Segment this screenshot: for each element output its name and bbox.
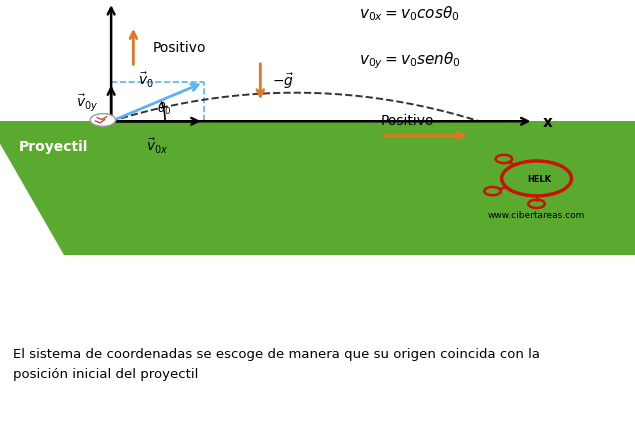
Text: Positivo: Positivo xyxy=(381,113,434,127)
Text: Proyectil: Proyectil xyxy=(19,139,88,153)
Text: $\vec{v}_0$: $\vec{v}_0$ xyxy=(138,71,154,90)
Text: $\vec{v}_{0x}$: $\vec{v}_{0x}$ xyxy=(146,136,168,155)
Text: HELK: HELK xyxy=(528,174,552,184)
Text: www.cibertareas.com: www.cibertareas.com xyxy=(488,210,585,220)
Text: x: x xyxy=(543,115,553,129)
Text: $v_{0y} = v_0sen\theta_0$: $v_{0y} = v_0sen\theta_0$ xyxy=(359,51,461,71)
Text: Positivo: Positivo xyxy=(152,40,206,55)
Text: $\vec{v}_{0y}$: $\vec{v}_{0y}$ xyxy=(76,92,98,113)
Text: $v_{0x} = v_0cos\theta_0$: $v_{0x} = v_0cos\theta_0$ xyxy=(359,5,460,23)
Text: El sistema de coordenadas se escoge de manera que su origen coincida con la
posi: El sistema de coordenadas se escoge de m… xyxy=(13,347,540,380)
Text: $\theta_0$: $\theta_0$ xyxy=(157,100,171,116)
Polygon shape xyxy=(0,122,635,255)
Circle shape xyxy=(90,115,116,127)
Text: $-\vec{g}$: $-\vec{g}$ xyxy=(272,71,294,91)
